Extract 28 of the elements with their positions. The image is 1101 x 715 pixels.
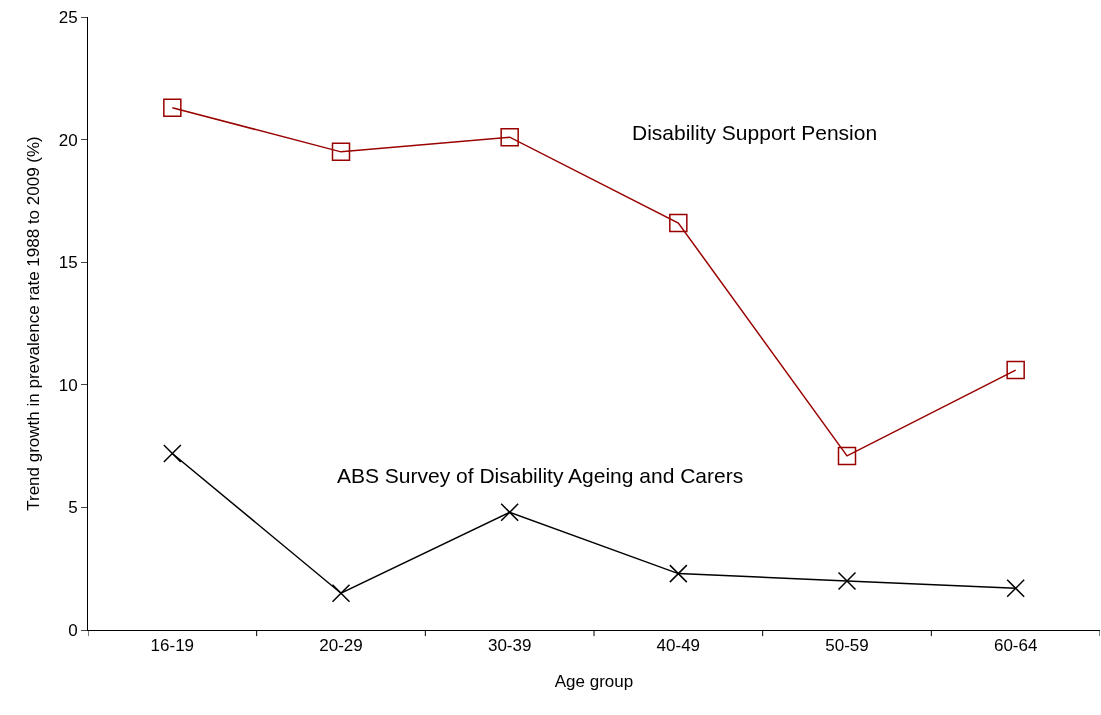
point (331, 583, 351, 603)
point (669, 564, 688, 583)
y-tick-label: 0 (68, 620, 78, 640)
point (837, 446, 857, 466)
point (331, 142, 351, 162)
y-tick-label: 20 (58, 130, 78, 150)
x-tick-label: 40-49 (656, 636, 701, 656)
point (1006, 360, 1025, 380)
x-tick-label: 60-64 (993, 636, 1038, 656)
point (500, 503, 519, 522)
x-tick-label: 50-59 (825, 636, 869, 656)
point (500, 127, 519, 147)
point (669, 213, 688, 233)
point (1006, 579, 1025, 598)
text: Disability Support Pension (632, 121, 878, 144)
point (837, 571, 857, 591)
point (163, 98, 182, 117)
y-tick-label: 15 (58, 253, 78, 273)
x-tick-label: 16-19 (150, 636, 195, 656)
x-tick-label: 20-29 (319, 636, 363, 656)
y-tick-label: 10 (58, 375, 78, 395)
series-label: ABS Survey of Disability Ageing and Carers (337, 464, 744, 487)
x-tick-label: 30-39 (487, 636, 532, 656)
x-axis-title: Age group (554, 671, 634, 691)
y-tick-label: 5 (68, 498, 78, 518)
point (163, 444, 182, 463)
y-tick-label: 25 (58, 7, 78, 27)
y-axis-title: Trend growth in prevalence rate 1988 to 2009 (%) (24, 136, 44, 511)
